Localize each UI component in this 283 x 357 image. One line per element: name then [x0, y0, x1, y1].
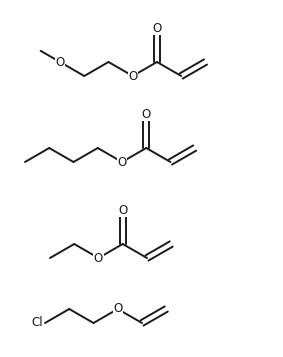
Text: O: O — [128, 70, 137, 82]
Text: O: O — [94, 251, 103, 265]
Text: O: O — [55, 55, 65, 69]
Text: O: O — [152, 21, 162, 35]
Text: O: O — [117, 156, 127, 169]
Text: O: O — [118, 203, 127, 216]
Text: O: O — [142, 107, 151, 121]
Text: O: O — [113, 302, 122, 316]
Text: Cl: Cl — [31, 317, 43, 330]
